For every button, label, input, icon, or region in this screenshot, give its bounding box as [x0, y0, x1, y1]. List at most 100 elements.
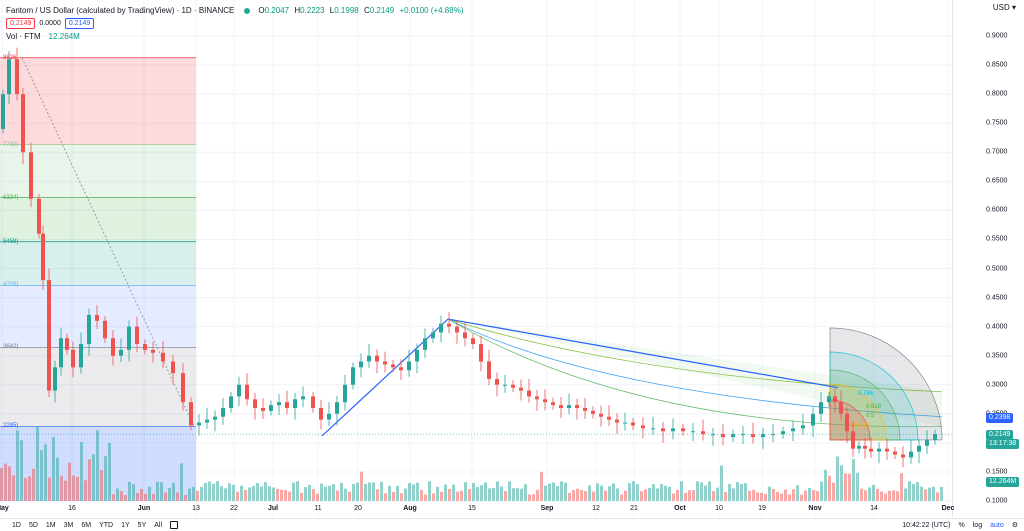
timeframe-5y[interactable]: 5Y	[137, 521, 147, 529]
timeframe-all[interactable]: All	[154, 521, 163, 529]
timeframe-1y[interactable]: 1Y	[121, 521, 130, 529]
volume-bar	[876, 488, 879, 501]
volume-bar	[416, 482, 419, 501]
volume-bar	[12, 475, 15, 501]
settings-gear-icon[interactable]: ⚙	[1011, 522, 1018, 529]
timeframe-5d[interactable]: 5D	[28, 521, 38, 529]
open-key: O	[258, 6, 265, 15]
volume-bar	[292, 482, 295, 501]
timeframe-1d[interactable]: 1D	[12, 521, 21, 529]
timeframe-ytd[interactable]: YTD	[99, 521, 114, 529]
fib-fan-arc	[829, 327, 943, 441]
calendar-icon[interactable]	[170, 521, 179, 529]
candle-body	[245, 384, 249, 400]
volume-bar	[436, 486, 439, 501]
y-tick-label: 0.4000	[986, 323, 1008, 331]
volume-bar	[480, 485, 483, 501]
x-tick-label: Jul	[267, 505, 279, 512]
candle-body	[71, 349, 75, 368]
symbol-title[interactable]: Fantom / US Dollar (calculated by Tradin…	[6, 6, 235, 15]
auto-toggle[interactable]: auto	[990, 521, 1004, 529]
countdown-tag: 13:17:38	[986, 439, 1020, 449]
volume-bar	[288, 491, 291, 501]
fib-fan-label: 0.618	[866, 404, 882, 410]
volume-bar	[120, 491, 123, 501]
clock-readout[interactable]: 10:42:22 (UTC)	[902, 521, 951, 529]
volume-bar	[764, 493, 767, 501]
candle-body	[599, 413, 603, 417]
price-axis[interactable]	[952, 0, 1024, 517]
candle-body	[671, 428, 675, 432]
volume-bar	[432, 493, 435, 501]
volume-bar	[484, 482, 487, 501]
fib-fan-label: 0.786	[858, 391, 874, 397]
candle-body	[415, 349, 419, 362]
candle-body	[407, 361, 411, 371]
volume-bar	[104, 456, 107, 501]
candle-body	[47, 280, 51, 391]
candle-body	[519, 387, 523, 391]
volume-bar	[400, 493, 403, 501]
volume-bar	[916, 482, 919, 501]
volume-bar	[344, 488, 347, 501]
volume-bar	[204, 482, 207, 501]
volume-bar	[532, 494, 535, 501]
sell-button[interactable]: 0.2149	[6, 18, 36, 29]
candle-body	[543, 399, 547, 403]
candle-body	[151, 349, 155, 353]
candle-body	[351, 367, 355, 385]
volume-bar	[36, 427, 39, 501]
candle-body	[741, 434, 745, 436]
volume-bar	[16, 430, 19, 501]
timeframe-3m[interactable]: 3M	[63, 521, 74, 529]
ohlc-readout: O0.2047 H0.2223 L0.1998 C0.2149 +0.0100 …	[258, 4, 466, 17]
candle-body	[261, 408, 265, 411]
candle-body	[375, 355, 379, 362]
trend-line-up	[321, 318, 449, 437]
bottom-toolbar: 1D 5D 1M 3M 6M YTD 1Y 5Y All 10:42:22 (UTC) % lo…	[0, 518, 1024, 531]
volume-bar	[452, 484, 455, 501]
x-tick-label: 20	[354, 505, 362, 512]
fib-level-label: 2285)	[3, 423, 19, 430]
volume-bar	[440, 491, 443, 501]
candles	[1, 47, 937, 468]
fib-fan-arc	[829, 351, 919, 441]
candle-body	[301, 396, 305, 400]
volume-bar	[364, 483, 367, 501]
volume-bar	[4, 463, 7, 501]
fib-level-label: 5458)	[3, 238, 19, 245]
candle-body	[161, 352, 165, 362]
timeframe-6m[interactable]: 6M	[81, 521, 92, 529]
candle-body	[551, 402, 555, 406]
timeframe-1m[interactable]: 1M	[45, 521, 56, 529]
currency-selector[interactable]: USD ▾	[993, 3, 1016, 12]
buy-button[interactable]: 0.2149	[64, 18, 95, 29]
percent-toggle[interactable]: %	[958, 521, 965, 529]
volume-bar	[240, 485, 243, 501]
fib-level-label: 6334)	[3, 194, 19, 201]
low-value: 0.1998	[334, 6, 359, 15]
volume-bar	[672, 493, 675, 501]
candle-body	[583, 408, 587, 411]
volume-bar	[328, 485, 331, 501]
open-value: 0.2047	[264, 6, 290, 15]
volume-bar	[192, 487, 195, 501]
candle-body	[607, 416, 611, 420]
candle-body	[845, 413, 849, 432]
volume-bar	[756, 492, 759, 501]
volume-bar	[904, 488, 907, 501]
volume-label[interactable]: Vol · FTM	[6, 32, 41, 41]
volume-bar	[32, 468, 35, 501]
volume-bar	[720, 465, 723, 501]
candle-body	[277, 402, 281, 406]
volume-bar	[680, 481, 683, 501]
x-tick-label: Aug	[403, 505, 417, 512]
pitchfork-mid-curve	[447, 318, 943, 418]
x-tick-label: 10	[715, 505, 723, 512]
volume-bar	[516, 488, 519, 501]
x-tick-label: Oct	[674, 505, 686, 512]
volume-bar	[500, 486, 503, 501]
volume-bar	[368, 482, 371, 501]
log-toggle[interactable]: log	[972, 521, 983, 529]
